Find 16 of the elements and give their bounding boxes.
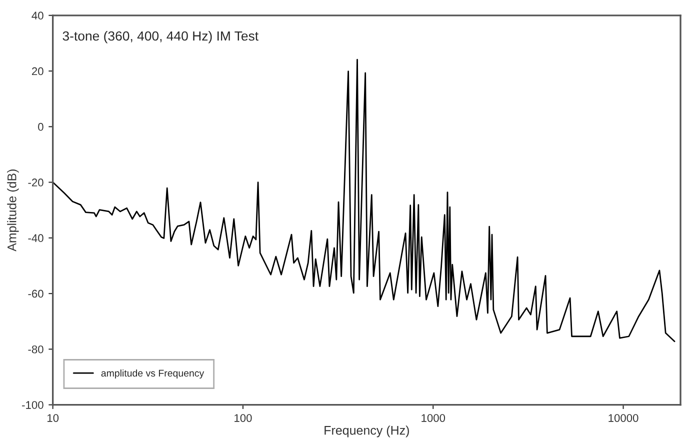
- y-tick-label: 20: [32, 67, 44, 76]
- x-axis-title: Frequency (Hz): [324, 426, 409, 438]
- x-tick-label: 1000: [422, 414, 446, 422]
- y-tick-label: 40: [32, 12, 44, 20]
- text: 3-tone (360, 400, 440 Hz) IM Test: [62, 30, 258, 44]
- y-tick-label: -80: [28, 345, 44, 354]
- y-tick-label: 0: [38, 122, 44, 131]
- y-axis-title: Amplitude (dB): [7, 170, 19, 252]
- x-tick-label: 100: [234, 414, 252, 422]
- y-tick-label: -40: [28, 234, 44, 242]
- y-tick-label: -20: [28, 178, 44, 186]
- legend-label: amplitude vs Frequency: [101, 369, 204, 379]
- x-tick-label: 10: [47, 414, 59, 422]
- y-tick-label: -100: [22, 401, 44, 409]
- y-tick-label: -60: [28, 290, 44, 298]
- x-tick-label: 10000: [608, 414, 638, 422]
